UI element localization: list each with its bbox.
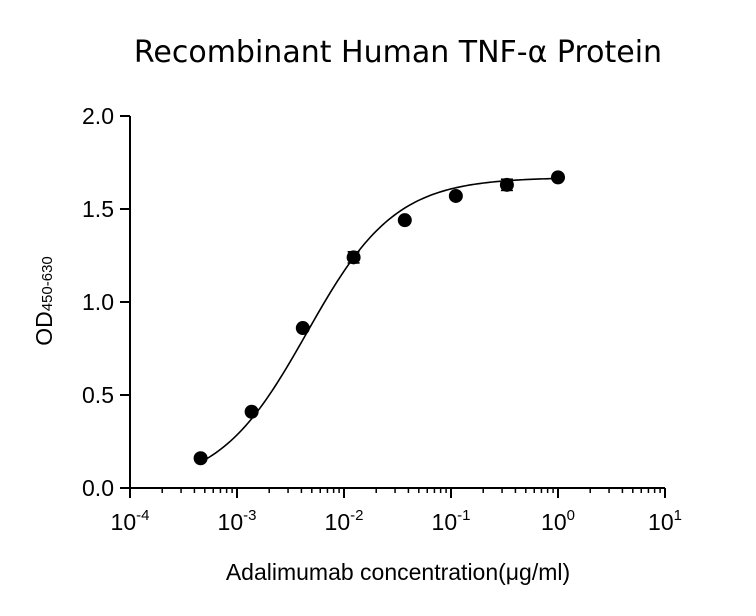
fit-curve — [200, 177, 559, 463]
data-point-1 — [244, 404, 259, 419]
y-axis-label-subscript: 450-630 — [39, 256, 56, 311]
y-tick-label-4: 2.0 — [82, 103, 114, 129]
x-tick-label-2: 10-2 — [325, 507, 364, 535]
x-tick-label-3: 10-1 — [432, 507, 471, 535]
x-tick-label-5: 101 — [648, 507, 682, 535]
y-tick-label-2: 1.0 — [82, 289, 114, 315]
data-point-2 — [295, 321, 310, 336]
y-axis-label: OD — [31, 311, 57, 346]
chart-title: Recombinant Human TNF-α Protein — [134, 35, 662, 70]
plot-area: 0.0 0.5 1.0 1.5 2.0 10-4 10-3 10-2 10-1 100 101 — [82, 103, 682, 535]
x-tick-label-0: 10-4 — [111, 507, 150, 535]
y-tick-label-3: 1.5 — [82, 196, 114, 222]
x-tick-label-1: 10-3 — [218, 507, 257, 535]
data-point-6 — [499, 177, 514, 192]
data-point-7 — [551, 170, 565, 185]
x-tick-label-4: 100 — [541, 507, 575, 535]
data-point-0 — [193, 451, 208, 466]
y-tick-label-0: 0.0 — [82, 475, 114, 501]
data-point-5 — [448, 188, 463, 203]
svg-text:OD450-630: OD450-630 — [31, 256, 57, 346]
y-axis-label-group: OD450-630 — [31, 256, 57, 346]
x-axis-label: Adalimumab concentration(μg/ml) — [226, 559, 570, 585]
y-tick-label-1: 0.5 — [82, 382, 114, 408]
data-point-3 — [346, 250, 361, 265]
data-point-4 — [397, 213, 412, 228]
